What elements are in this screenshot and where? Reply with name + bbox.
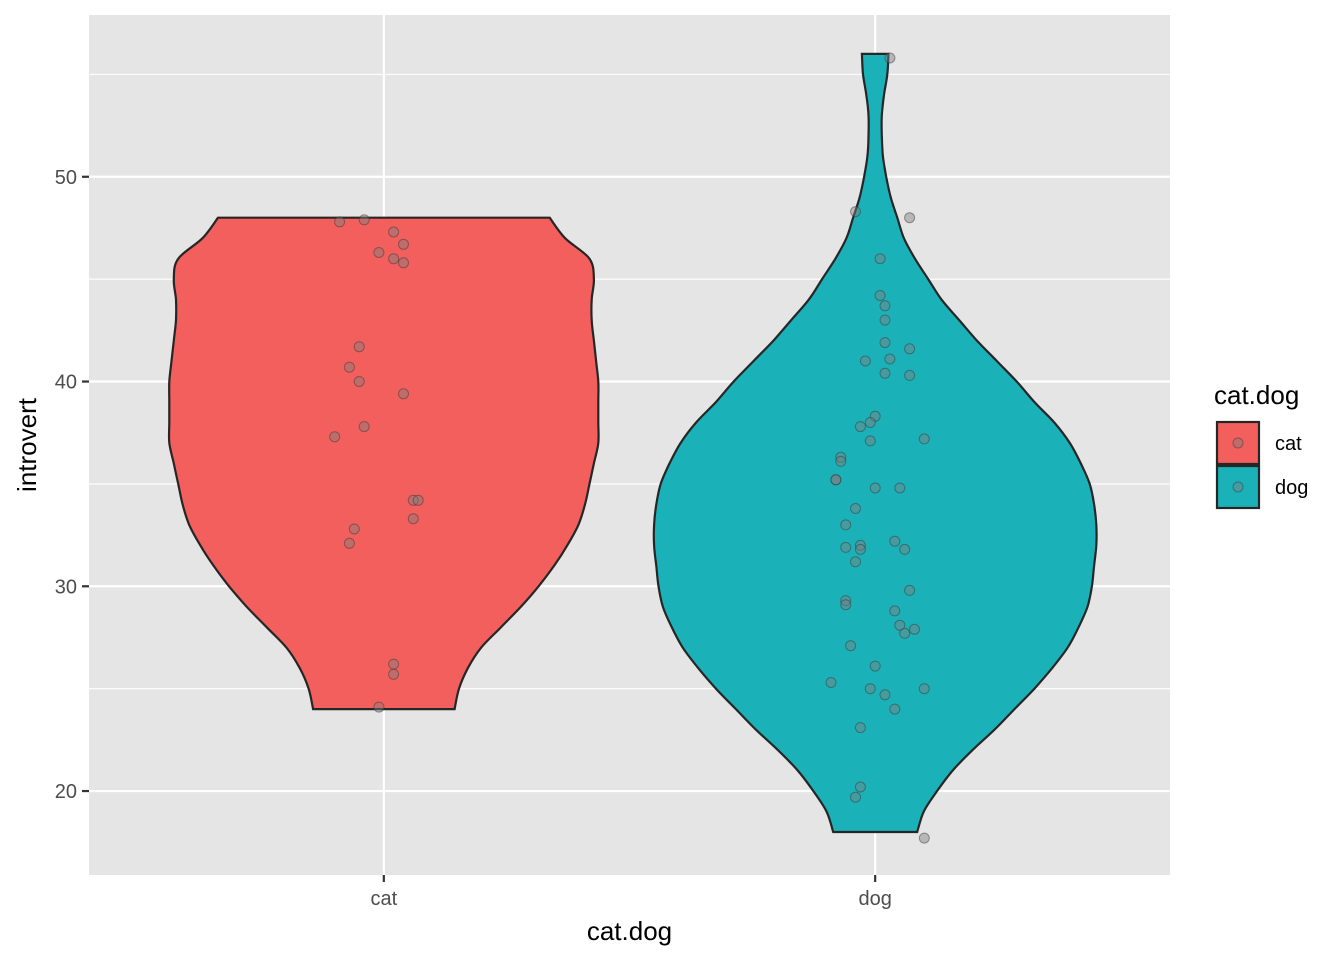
point-dog-48 <box>850 791 861 803</box>
point-cat-0 <box>334 216 346 228</box>
legend-keys: cat dog <box>1215 420 1308 510</box>
point-dog-8 <box>884 353 896 365</box>
point-cat-7 <box>353 341 365 353</box>
point-dog-2 <box>904 212 916 224</box>
point-cat-6 <box>398 257 409 269</box>
point-dog-35 <box>889 605 901 617</box>
point-dog-16 <box>864 435 876 447</box>
point-cat-8 <box>343 361 355 373</box>
point-cat-1 <box>358 214 370 226</box>
y-axis-title: introvert <box>12 397 42 492</box>
point-dog-27 <box>854 539 866 551</box>
point-dog-40 <box>869 660 881 672</box>
point-dog-46 <box>854 722 866 734</box>
point-dog-47 <box>854 781 866 793</box>
point-cat-10 <box>398 388 409 400</box>
point-dog-9 <box>859 355 871 367</box>
point-cat-15 <box>348 523 360 535</box>
point-dog-34 <box>840 599 852 611</box>
legend: cat.dog cat dog <box>1214 380 1308 510</box>
point-dog-26 <box>889 535 901 547</box>
x-tick-label-dog: dog <box>858 888 891 910</box>
point-dog-49 <box>918 832 930 844</box>
jitter-point-layer <box>329 52 930 844</box>
legend-label-cat: cat <box>1275 433 1302 455</box>
point-dog-7 <box>879 337 891 349</box>
point-cat-5 <box>388 253 400 265</box>
point-dog-4 <box>874 290 886 301</box>
point-cat-9 <box>353 376 365 387</box>
point-cat-17 <box>343 537 355 549</box>
point-dog-42 <box>864 683 876 695</box>
point-dog-15 <box>854 421 866 433</box>
point-dog-11 <box>879 367 891 379</box>
point-cat-4 <box>373 247 385 258</box>
point-dog-41 <box>825 677 837 688</box>
point-dog-39 <box>845 640 857 652</box>
legend-label-dog: dog <box>1275 477 1308 499</box>
point-dog-37 <box>899 627 911 639</box>
point-dog-5 <box>879 300 891 312</box>
point-dog-14 <box>864 417 876 428</box>
y-tick-label-30: 30 <box>55 576 77 598</box>
point-dog-45 <box>889 703 901 715</box>
point-dog-18 <box>835 451 847 463</box>
legend-title: cat.dog <box>1214 380 1299 410</box>
point-dog-12 <box>904 369 916 381</box>
point-dog-17 <box>918 433 930 445</box>
point-cat-16 <box>407 513 419 525</box>
point-cat-19 <box>388 668 400 680</box>
point-cat-12 <box>358 421 370 433</box>
x-tick-label-cat: cat <box>370 888 397 910</box>
legend-key-point-cat <box>1232 437 1244 449</box>
point-dog-6 <box>879 314 891 326</box>
point-dog-3 <box>874 253 886 265</box>
point-dog-23 <box>894 482 906 494</box>
point-dog-24 <box>850 503 861 514</box>
y-tick-label-50: 50 <box>55 167 77 189</box>
point-dog-22 <box>869 482 881 494</box>
point-cat-11 <box>329 431 341 443</box>
point-dog-36 <box>894 619 906 631</box>
point-dog-21 <box>830 474 842 486</box>
point-dog-0 <box>884 52 896 64</box>
point-dog-10 <box>904 343 916 355</box>
point-dog-29 <box>854 543 866 555</box>
point-dog-38 <box>909 623 920 635</box>
point-dog-30 <box>899 543 911 555</box>
point-cat-2 <box>388 226 400 238</box>
point-cat-3 <box>398 238 409 250</box>
legend-key-dog <box>1215 464 1261 510</box>
point-dog-25 <box>840 519 852 531</box>
point-cat-18 <box>388 658 400 670</box>
x-axis: cat dog <box>370 875 892 910</box>
point-dog-31 <box>850 556 861 568</box>
y-tick-label-20: 20 <box>55 781 77 803</box>
point-dog-19 <box>835 455 847 467</box>
y-tick-label-40: 40 <box>55 372 77 394</box>
point-cat-14 <box>412 494 424 506</box>
point-dog-28 <box>840 541 852 553</box>
point-dog-43 <box>918 683 930 695</box>
point-dog-33 <box>840 595 852 607</box>
legend-key-point-dog <box>1232 481 1244 493</box>
point-dog-32 <box>904 584 916 596</box>
y-axis: 20 30 40 50 <box>55 167 89 803</box>
point-cat-20 <box>373 701 385 713</box>
legend-key-cat <box>1215 420 1261 466</box>
point-dog-44 <box>879 689 891 701</box>
violin-cat <box>167 216 600 711</box>
x-axis-title: cat.dog <box>587 916 672 946</box>
point-dog-1 <box>850 206 861 218</box>
